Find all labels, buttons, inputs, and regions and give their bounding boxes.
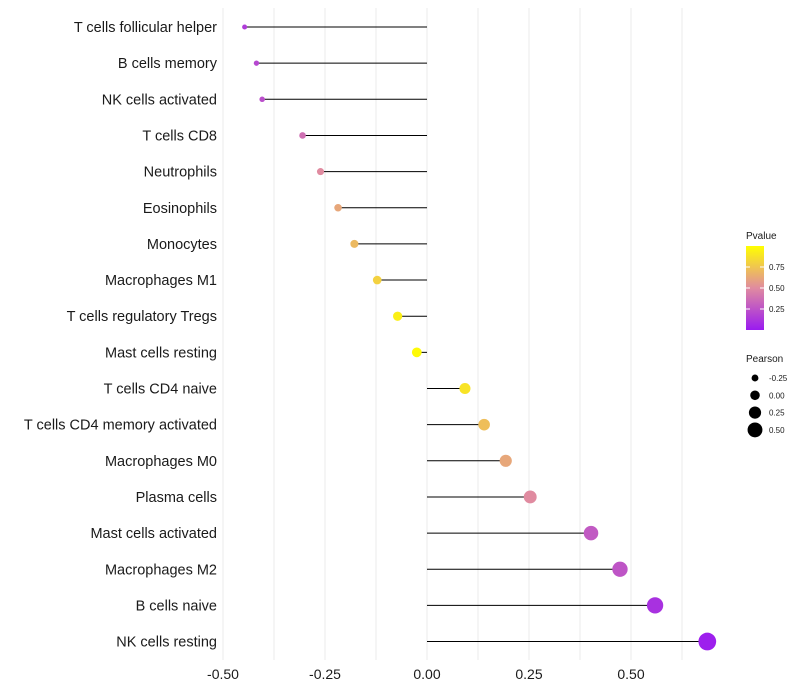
pearson-legend-label: 0.00 bbox=[769, 391, 785, 400]
category-labels: T cells follicular helper B cells memory N… bbox=[24, 20, 218, 651]
lollipop-point bbox=[253, 60, 260, 66]
gridlines bbox=[222, 8, 683, 660]
category-label: Mast cells activated bbox=[90, 526, 217, 542]
category-label: T cells regulatory Tregs bbox=[67, 309, 217, 325]
x-axis-ticks: -0.50 -0.25 0.00 0.25 0.50 bbox=[207, 666, 645, 682]
x-tick-label: -0.50 bbox=[207, 666, 239, 682]
category-label: Mast cells resting bbox=[105, 345, 217, 361]
x-tick-label: 0.00 bbox=[413, 666, 440, 682]
category-label: Macrophages M0 bbox=[105, 454, 217, 470]
category-label: NK cells resting bbox=[116, 635, 217, 651]
category-label: Neutrophils bbox=[144, 165, 217, 181]
category-label: T cells CD8 bbox=[142, 128, 217, 144]
pvalue-legend-label: 0.25 bbox=[769, 305, 785, 314]
category-label: Plasma cells bbox=[136, 490, 217, 506]
pvalue-legend-label: 0.50 bbox=[769, 284, 785, 293]
pearson-legend-label: 0.25 bbox=[769, 409, 785, 418]
pvalue-colorbar bbox=[746, 246, 764, 330]
lollipop-point bbox=[372, 275, 382, 285]
lollipop-point bbox=[334, 203, 342, 212]
x-tick-label: -0.25 bbox=[309, 666, 341, 682]
lollipop-point bbox=[646, 597, 664, 614]
pearson-legend-key bbox=[747, 422, 763, 438]
lollipop-point bbox=[499, 454, 512, 467]
lollipop-point bbox=[316, 168, 325, 176]
x-tick-label: 0.25 bbox=[515, 666, 542, 682]
pearson-legend-key bbox=[751, 374, 759, 382]
category-label: Macrophages M2 bbox=[105, 562, 217, 578]
lollipop-points bbox=[242, 24, 717, 651]
pvalue-legend-title: Pvalue bbox=[746, 231, 777, 242]
lollipop-point bbox=[393, 311, 403, 321]
pearson-legend-items: -0.25 0.00 0.25 0.50 bbox=[747, 374, 788, 438]
pearson-legend-title: Pearson bbox=[746, 354, 783, 365]
pearson-legend-key bbox=[750, 390, 760, 401]
pvalue-legend-ticks: 0.25 0.50 0.75 bbox=[746, 263, 785, 314]
category-label: T cells CD4 memory activated bbox=[24, 418, 217, 434]
lollipop-point bbox=[411, 347, 422, 358]
category-label: Macrophages M1 bbox=[105, 273, 217, 289]
lollipop-point bbox=[459, 382, 471, 395]
x-tick-label: 0.50 bbox=[617, 666, 644, 682]
category-label: Eosinophils bbox=[143, 201, 217, 217]
pvalue-legend: Pvalue 0.25 0.50 0.75 bbox=[746, 231, 785, 330]
category-label: B cells naive bbox=[136, 598, 217, 614]
pearson-legend-label: 0.50 bbox=[769, 426, 785, 435]
category-label: T cells CD4 naive bbox=[104, 382, 217, 398]
lollipop-point bbox=[612, 561, 628, 577]
lollipop-point bbox=[350, 239, 359, 248]
category-label: B cells memory bbox=[118, 56, 218, 72]
lollipop-stems bbox=[244, 26, 708, 643]
lollipop-point bbox=[259, 96, 265, 103]
category-label: T cells follicular helper bbox=[74, 20, 217, 36]
lollipop-point bbox=[478, 418, 490, 431]
category-label: Monocytes bbox=[147, 237, 217, 253]
lollipop-point bbox=[523, 490, 537, 504]
pearson-legend-key bbox=[748, 406, 762, 419]
pearson-legend-label: -0.25 bbox=[769, 374, 788, 383]
category-label: NK cells activated bbox=[102, 92, 217, 108]
pvalue-legend-label: 0.75 bbox=[769, 263, 785, 272]
pearson-legend: Pearson -0.25 0.00 0.25 0.50 bbox=[746, 354, 788, 438]
lollipop-point bbox=[242, 24, 248, 30]
lollipop-point bbox=[299, 132, 306, 139]
lollipop-point bbox=[698, 632, 717, 651]
lollipop-point bbox=[583, 525, 599, 541]
